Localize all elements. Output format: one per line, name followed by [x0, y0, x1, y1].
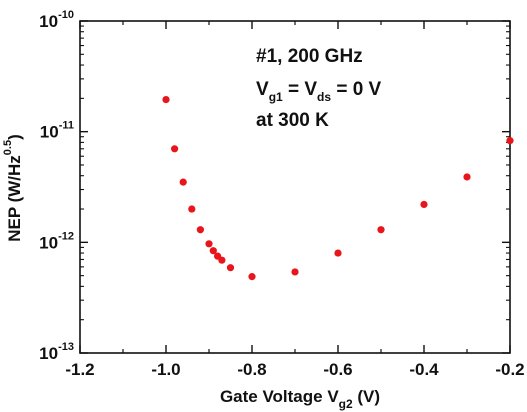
- data-point: [188, 205, 196, 213]
- annotation-line-3: at 300 K: [256, 110, 329, 131]
- x-tick-label: -0.2: [495, 360, 524, 379]
- x-tick-label: -0.6: [323, 360, 352, 379]
- data-point: [291, 268, 299, 276]
- x-tick-label: -1.0: [151, 360, 180, 379]
- data-point: [226, 264, 235, 272]
- y-tick-label: 10-13: [39, 341, 74, 363]
- annotation-line-2: Vg1 = Vds = 0 V: [256, 79, 382, 104]
- data-point: [334, 249, 342, 257]
- y-axis-title: NEP (W/Hz0.5): [2, 134, 24, 242]
- x-tick-label: -0.4: [409, 360, 439, 379]
- data-point: [179, 178, 187, 186]
- x-tick-labels: -1.2 -1.0 -0.8 -0.6 -0.4 -0.2: [65, 360, 524, 379]
- data-point: [205, 240, 213, 248]
- data-point: [209, 247, 217, 255]
- data-point: [218, 256, 226, 264]
- annotation-line-1: #1, 200 GHz: [256, 46, 363, 67]
- data-point: [196, 226, 204, 234]
- data-points: [162, 95, 514, 281]
- y-tick-label: 10-12: [39, 230, 74, 252]
- data-point: [377, 226, 385, 234]
- data-point: [171, 145, 179, 153]
- x-tick-label: -0.8: [237, 360, 266, 379]
- data-point: [248, 273, 256, 281]
- y-tick-label: 10-11: [40, 120, 74, 142]
- axis-ticks: [79, 20, 511, 354]
- x-tick-label: -1.2: [65, 360, 94, 379]
- plot-frame: [79, 20, 511, 354]
- data-point: [463, 173, 471, 181]
- data-point: [162, 95, 170, 104]
- data-point: [420, 200, 428, 209]
- y-tick-label: 10-10: [39, 9, 74, 31]
- x-axis-title: Gate Voltage Vg2 (V): [220, 387, 380, 411]
- y-tick-labels: 10-13 10-12 10-11 10-10: [39, 9, 74, 363]
- data-point: [506, 137, 514, 145]
